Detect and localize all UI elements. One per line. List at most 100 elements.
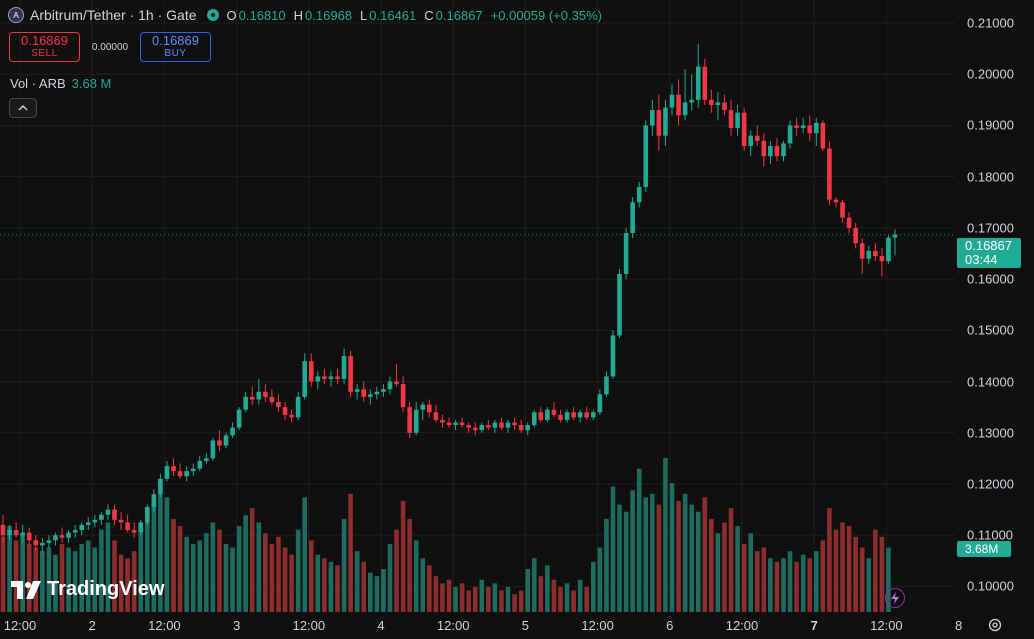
candle-body: [505, 422, 511, 428]
volume-bar: [367, 572, 373, 612]
candle-body: [538, 412, 544, 420]
volume-bar: [682, 493, 688, 612]
candle-body: [315, 376, 321, 382]
volume-bar: [151, 500, 157, 612]
volume-bar: [269, 543, 275, 612]
volume-bar: [663, 458, 668, 612]
volume-bar: [341, 518, 347, 612]
candle-body: [400, 384, 406, 408]
candle-body: [584, 412, 590, 418]
candle-body: [99, 514, 104, 520]
volume-bar: [249, 508, 255, 612]
candle-body: [433, 412, 439, 420]
candle-body: [158, 478, 163, 495]
time-axis-label: 8: [954, 618, 963, 633]
volume-bar: [590, 561, 596, 612]
candle-body: [597, 394, 603, 413]
volume-bar: [7, 526, 12, 612]
candle-body: [518, 425, 524, 431]
candle-body: [466, 425, 471, 428]
candle-body: [33, 540, 39, 546]
market-status-icon[interactable]: [206, 9, 219, 21]
volume-bar: [381, 569, 386, 612]
volume-bar: [807, 558, 813, 612]
candle-body: [420, 404, 426, 410]
candle-body: [26, 532, 32, 541]
candle-body: [735, 112, 740, 129]
volume-bar: [715, 533, 721, 612]
price-axis-label: 0.21000: [967, 15, 1014, 31]
candle-body: [79, 524, 85, 531]
volume-legend[interactable]: Vol · ARB 3.68 M: [10, 76, 111, 91]
volume-bar: [361, 561, 367, 612]
volume-bar: [577, 579, 583, 612]
volume-bar: [774, 561, 780, 612]
candle-body: [741, 112, 747, 146]
price-axis[interactable]: 0.10000 0.11000 0.12000 0.13000 0.14000 0.150…: [955, 0, 1034, 612]
spread-value: 0.00000: [91, 41, 129, 53]
volume-bar: [433, 576, 439, 612]
volume-bar: [59, 543, 65, 612]
collapse-legend-button[interactable]: [9, 98, 37, 118]
volume-bar: [394, 529, 399, 612]
volume-bar: [177, 526, 183, 612]
volume-bar: [689, 504, 694, 612]
low-value: 0.16461: [369, 7, 417, 23]
volume-bar: [348, 493, 353, 612]
volume-bar: [643, 497, 649, 612]
volume-bar: [781, 558, 786, 612]
candle-body: [210, 440, 216, 459]
lightning-button[interactable]: [885, 588, 905, 608]
volume-bar: [866, 558, 872, 612]
volume-bar: [813, 551, 819, 612]
buy-button[interactable]: 0.16869 BUY: [140, 32, 211, 62]
time-axis-label: 12:00: [725, 618, 759, 633]
volume-bar: [748, 533, 754, 612]
buy-label: BUY: [164, 48, 187, 59]
price-axis-label: 0.15000: [967, 322, 1014, 338]
candle-countdown: 03:44: [965, 252, 998, 267]
price-chart[interactable]: [0, 0, 955, 612]
candle-body: [702, 66, 708, 100]
volume-bar: [427, 565, 432, 612]
candle-body: [66, 532, 71, 538]
volume-bar: [846, 526, 852, 612]
candle-body: [604, 376, 609, 395]
volume-bar: [787, 551, 793, 612]
volume-bar: [13, 540, 19, 612]
volume-bar: [492, 583, 498, 612]
volume-bar: [505, 586, 511, 612]
candle-body: [269, 396, 275, 403]
volume-bar: [335, 565, 340, 612]
candle-body: [459, 422, 465, 426]
volume-bar: [604, 518, 609, 612]
buy-price: 0.16869: [152, 33, 199, 48]
time-axis-label: 2: [88, 618, 96, 633]
time-axis[interactable]: 12:00 2 12:00 3 12:00 4 12:00 5 12:00 6 12:00 7 12:0…: [0, 612, 1034, 639]
candle-body: [190, 468, 196, 472]
volume-bar: [210, 522, 216, 612]
gear-icon[interactable]: [987, 617, 1003, 633]
sell-label: SELL: [31, 48, 58, 59]
price-axis-label: 0.17000: [967, 220, 1014, 236]
volume-bar: [164, 497, 170, 612]
volume-bar: [374, 576, 380, 612]
volume-bar: [53, 554, 58, 612]
arbitrum-logo-icon: A: [8, 7, 24, 23]
symbol-title[interactable]: Arbitrum/Tether · 1h · Gate: [30, 7, 197, 23]
volume-bar: [617, 504, 622, 612]
volume-bar: [263, 533, 268, 612]
volume-bar: [66, 547, 71, 612]
candle-body: [715, 102, 721, 105]
tradingview-logo[interactable]: TradingView: [11, 578, 164, 601]
volume-bar: [853, 536, 858, 612]
candle-body: [308, 361, 314, 382]
candle-body: [144, 507, 150, 523]
sell-button[interactable]: 0.16869 SELL: [9, 32, 80, 62]
low-label: L: [360, 7, 368, 23]
volume-bar: [479, 579, 485, 612]
volume-bar: [754, 551, 760, 612]
candle-body: [794, 125, 799, 129]
volume-bar: [230, 547, 235, 612]
volume-bar: [702, 497, 708, 612]
